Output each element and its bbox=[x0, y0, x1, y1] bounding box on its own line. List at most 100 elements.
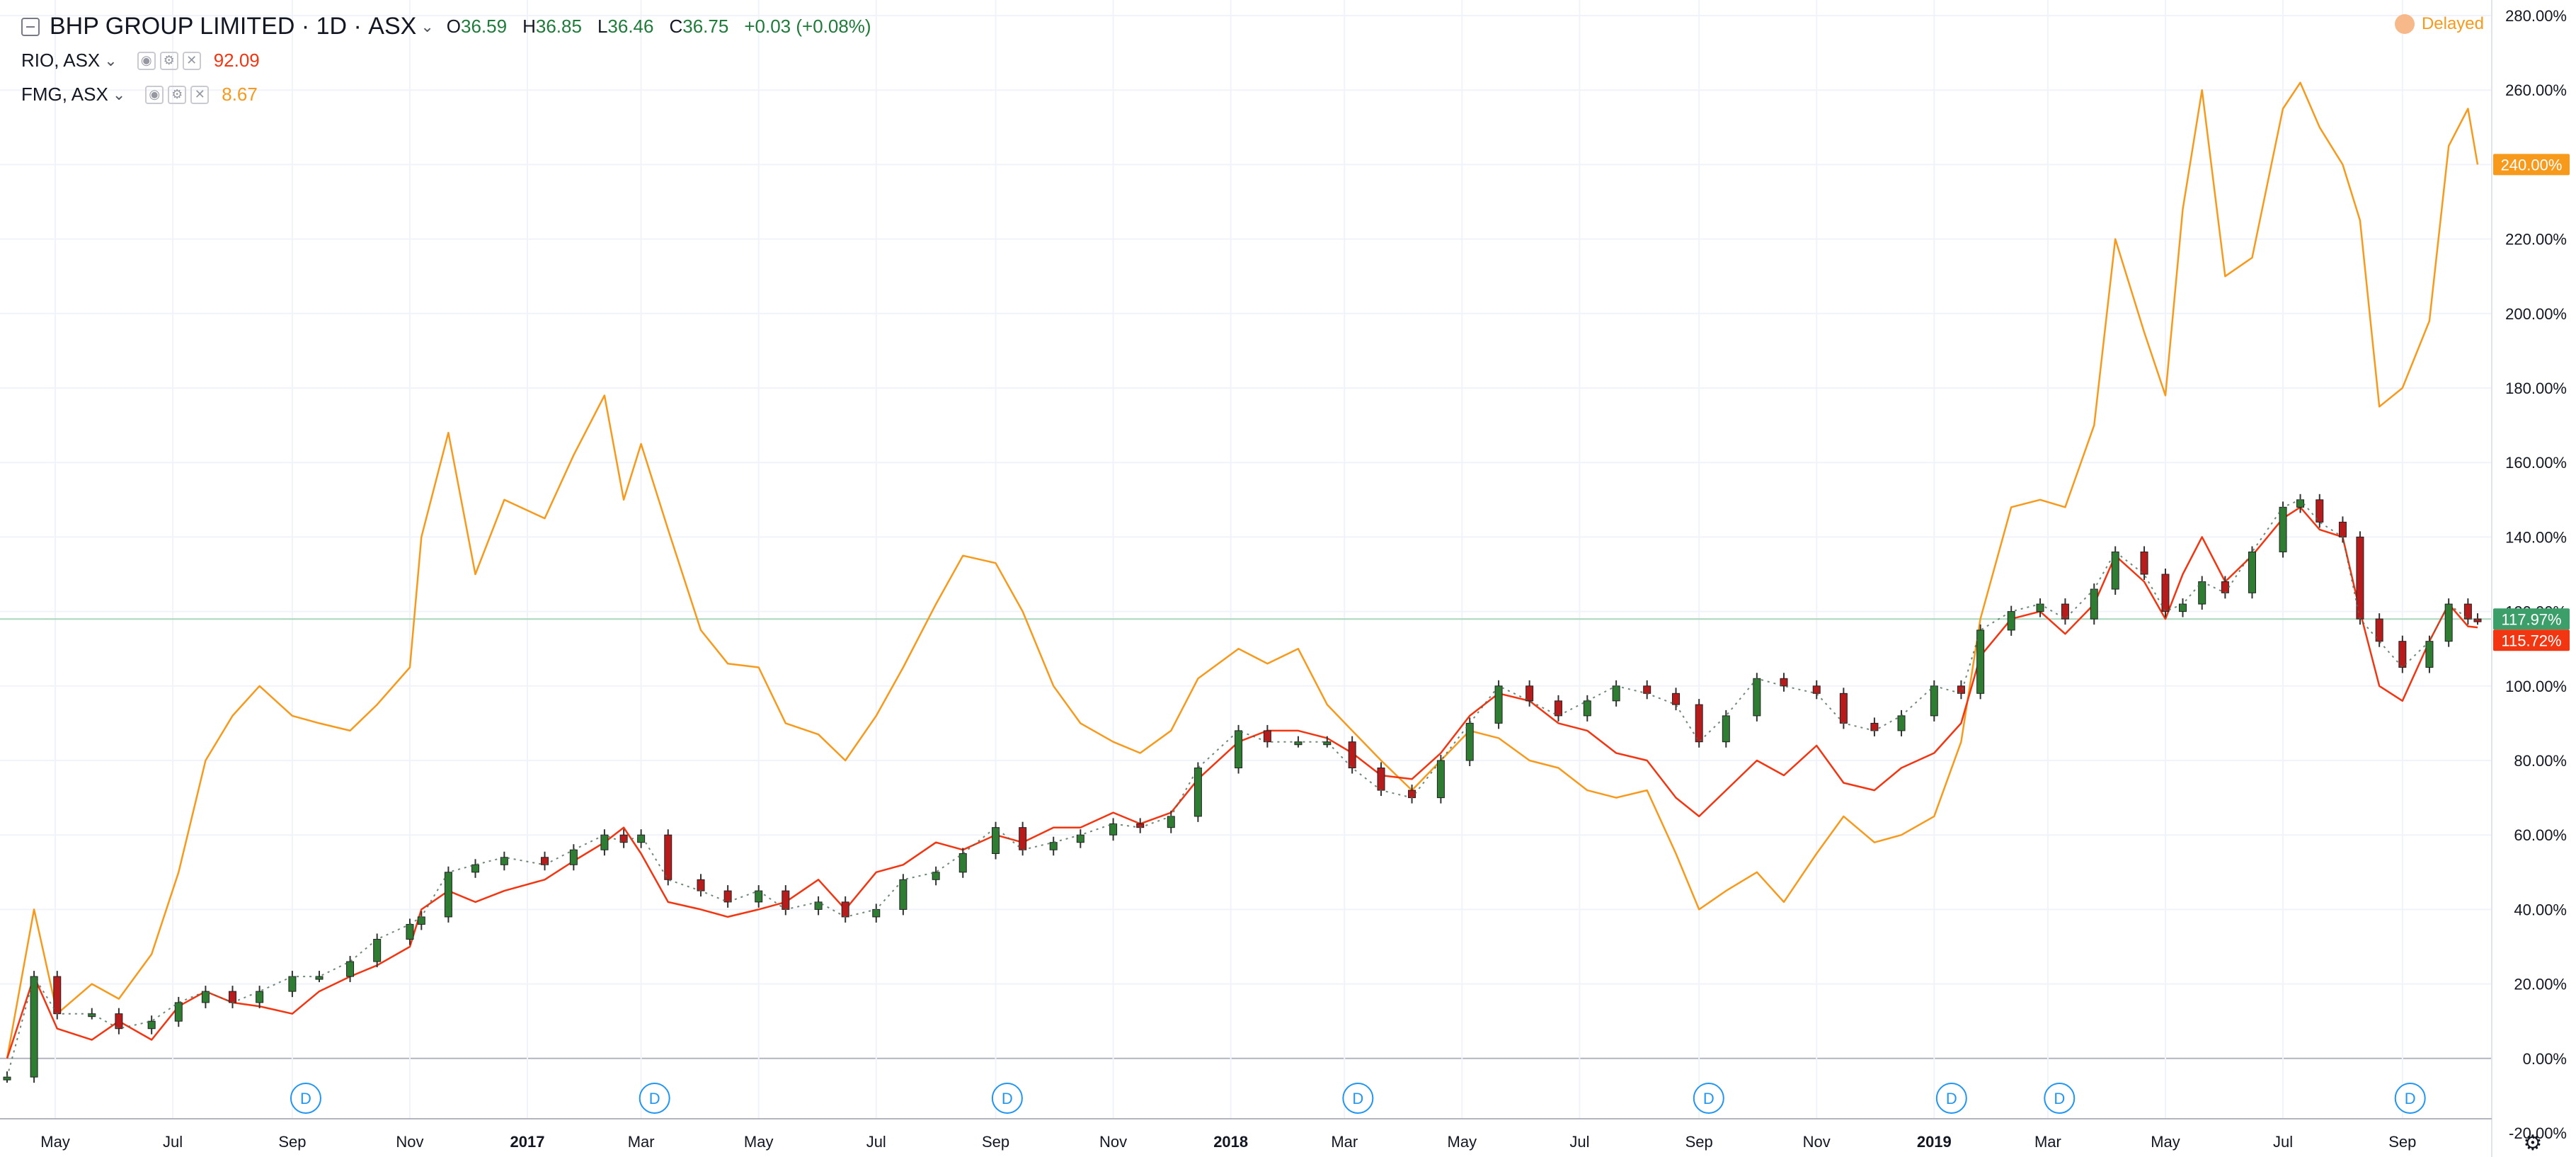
dividend-circle bbox=[1693, 1083, 1724, 1114]
candle bbox=[2198, 581, 2206, 605]
y-tick-label: 260.00% bbox=[2505, 81, 2567, 99]
y-tick-label: 0.00% bbox=[2523, 1050, 2567, 1068]
grid bbox=[0, 0, 2492, 1119]
compare-symbol-fmg[interactable]: FMG, ASX bbox=[21, 84, 108, 105]
y-tick-label: 180.00% bbox=[2505, 380, 2567, 397]
candle bbox=[2221, 581, 2229, 593]
candle bbox=[1643, 685, 1651, 694]
dividend-marker[interactable]: D bbox=[1693, 1083, 1724, 1114]
candle bbox=[1672, 693, 1681, 705]
candle bbox=[782, 890, 790, 910]
candle bbox=[315, 976, 324, 980]
candle bbox=[2007, 611, 2015, 631]
candle bbox=[1193, 768, 1202, 817]
dividend-circle bbox=[991, 1083, 1023, 1114]
x-tick-label: Sep bbox=[1685, 1133, 1713, 1151]
open-value: 36.59 bbox=[461, 16, 508, 37]
compare-symbol-rio[interactable]: RIO, ASX bbox=[21, 50, 101, 71]
compare-value-rio: 92.09 bbox=[213, 50, 260, 71]
collapse-legend-button[interactable] bbox=[21, 17, 40, 36]
dividend-marker[interactable]: D bbox=[1342, 1083, 1374, 1114]
candle bbox=[288, 976, 297, 992]
candle bbox=[1583, 700, 1591, 717]
x-tick-label: Jul bbox=[1569, 1133, 1589, 1151]
candle bbox=[2356, 536, 2364, 620]
symbol-title[interactable]: BHP GROUP LIMITED bbox=[50, 13, 295, 40]
x-tick-label: May bbox=[2151, 1133, 2180, 1151]
candle bbox=[992, 827, 1000, 855]
dividend-marker[interactable]: D bbox=[639, 1083, 670, 1114]
series-line-fmg bbox=[6, 81, 2479, 1059]
candle bbox=[500, 857, 508, 865]
eye-icon[interactable]: ◉ bbox=[137, 51, 156, 70]
series-layer bbox=[3, 81, 2482, 1083]
chevron-down-icon[interactable]: ⌄ bbox=[104, 51, 118, 69]
candle bbox=[2338, 521, 2347, 537]
close-icon[interactable]: ✕ bbox=[190, 85, 210, 104]
x-tick-label: 2018 bbox=[1213, 1133, 1248, 1151]
candle bbox=[256, 991, 264, 1003]
dividend-marker[interactable]: D bbox=[2394, 1083, 2426, 1114]
x-tick-label: 2019 bbox=[1917, 1133, 1952, 1151]
candle bbox=[1263, 730, 1271, 743]
candle bbox=[1408, 790, 1416, 799]
dividend-marker[interactable]: D bbox=[991, 1083, 1023, 1114]
dividend-marker[interactable]: D bbox=[1935, 1083, 1967, 1114]
candle bbox=[958, 853, 967, 873]
eye-icon[interactable]: ◉ bbox=[145, 85, 164, 104]
x-tick-label: May bbox=[40, 1133, 70, 1151]
candle bbox=[723, 890, 732, 903]
x-tick-label: Jul bbox=[866, 1133, 886, 1151]
candle bbox=[1722, 715, 1730, 743]
dividend-circle bbox=[1935, 1083, 1967, 1114]
x-tick-label: Mar bbox=[628, 1133, 655, 1151]
x-tick-label: Sep bbox=[2388, 1133, 2416, 1151]
candle bbox=[1554, 700, 1562, 717]
gear-icon[interactable]: ⚙ bbox=[168, 85, 187, 104]
candle bbox=[755, 890, 763, 903]
delayed-badge[interactable]: Delayed bbox=[2394, 14, 2484, 34]
high-value: 36.85 bbox=[535, 16, 582, 37]
chevron-down-icon[interactable]: ⌄ bbox=[112, 85, 126, 103]
dividend-marker[interactable]: D bbox=[290, 1083, 321, 1114]
gear-icon[interactable]: ⚙ bbox=[159, 51, 178, 70]
candle bbox=[2178, 603, 2187, 612]
last-value-text-rio: 115.72% bbox=[2501, 632, 2561, 649]
interval-label[interactable]: 1D bbox=[316, 13, 348, 40]
candle bbox=[406, 923, 414, 940]
candle bbox=[1019, 827, 1027, 850]
gear-icon[interactable]: ⚙ bbox=[2524, 1131, 2543, 1156]
chevron-down-icon[interactable]: ⌄ bbox=[420, 17, 434, 35]
y-tick-label: 40.00% bbox=[2514, 901, 2567, 918]
main-symbol-row: BHP GROUP LIMITED · 1D · ASX ⌄ O36.59 H3… bbox=[21, 13, 871, 40]
candle bbox=[1753, 678, 1761, 717]
dividend-circle bbox=[1342, 1083, 1374, 1114]
candle bbox=[1049, 842, 1058, 850]
series-controls: ◉ ⚙ ✕ bbox=[137, 51, 201, 70]
last-value-box-bhp bbox=[2493, 608, 2570, 630]
candle bbox=[1976, 629, 1985, 694]
dividend-letter: D bbox=[1703, 1090, 1715, 1107]
dividend-circle bbox=[639, 1083, 670, 1114]
candle bbox=[373, 938, 382, 962]
candle bbox=[2279, 506, 2287, 552]
candle bbox=[2463, 603, 2472, 620]
candle bbox=[1812, 685, 1821, 694]
ohlc-values: O36.59 H36.85 L36.46 C36.75 +0.03 (+0.08… bbox=[446, 16, 871, 37]
compare-row-fmg: FMG, ASX ⌄ ◉ ⚙ ✕ 8.67 bbox=[21, 84, 258, 106]
candle bbox=[619, 834, 628, 843]
dividend-marker[interactable]: D bbox=[2044, 1083, 2076, 1114]
close-icon[interactable]: ✕ bbox=[182, 51, 201, 70]
candle bbox=[2248, 551, 2256, 593]
series-line-rio bbox=[6, 506, 2478, 1059]
candle bbox=[471, 864, 480, 873]
y-tick-label: 100.00% bbox=[2505, 678, 2567, 695]
x-tick-label: Jul bbox=[2273, 1133, 2293, 1151]
x-tick-label: Nov bbox=[396, 1133, 423, 1151]
candle bbox=[872, 908, 881, 918]
y-tick-label: 200.00% bbox=[2505, 305, 2567, 323]
x-tick-label: 2017 bbox=[510, 1133, 545, 1151]
candle bbox=[1465, 722, 1474, 761]
